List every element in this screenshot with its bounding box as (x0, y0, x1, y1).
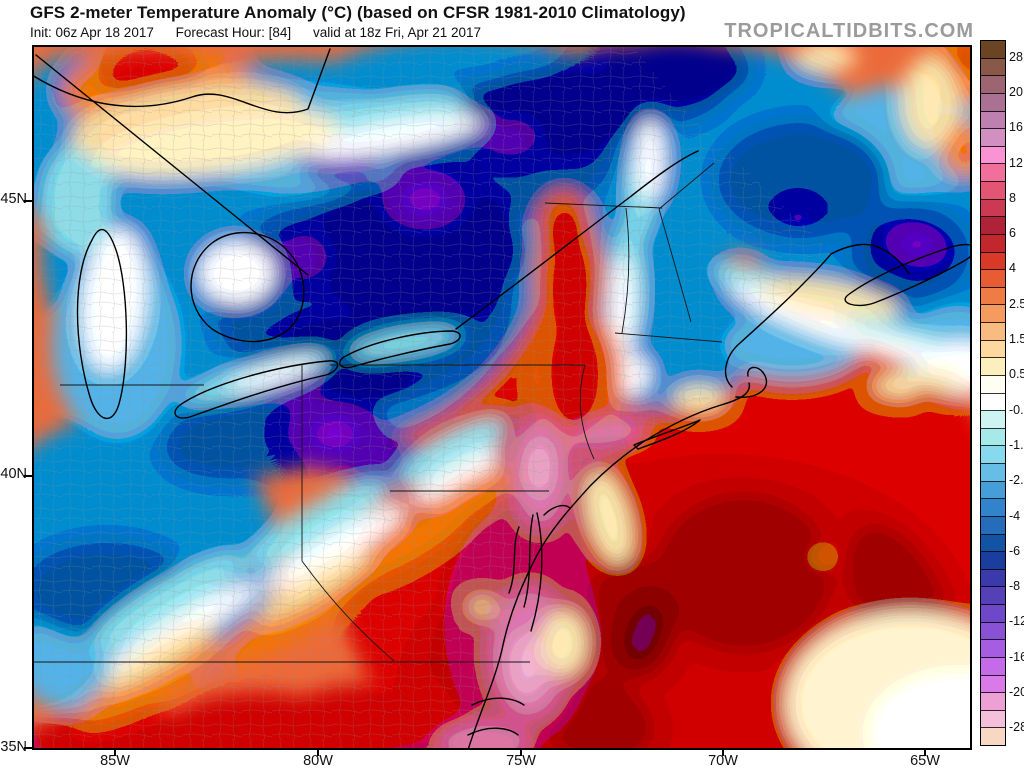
colorbar-cell (981, 552, 1005, 570)
lon-tick (924, 750, 926, 756)
colorbar-cell (981, 499, 1005, 517)
colorbar-cell (981, 675, 1005, 694)
colorbar-tick-label: -6 (1009, 543, 1021, 558)
colorbar-tick-label: 8 (1009, 190, 1016, 205)
colorbar-tick-label: -0.5 (1009, 402, 1024, 417)
colorbar-cell (981, 305, 1005, 323)
colorbar-tick-label: 12 (1009, 155, 1023, 170)
state-borders (32, 162, 723, 663)
lat-tick (24, 747, 32, 749)
colorbar-tick-label: 28 (1009, 49, 1023, 64)
lon-label: 85W (100, 753, 130, 769)
colorbar-tick-label: -1.5 (1009, 437, 1024, 452)
run-info: Init: 06z Apr 18 2017 Forecast Hour: [84… (30, 25, 499, 40)
colorbar-cell (981, 252, 1005, 271)
lat-tick (24, 475, 32, 477)
lat-label: 35N (0, 739, 27, 755)
county-lines-texture (32, 45, 832, 750)
colorbar-tick-label: 2.5 (1009, 296, 1024, 311)
colorbar (980, 40, 1006, 746)
colorbar-tick-label: -4 (1009, 508, 1021, 523)
lon-tick (520, 750, 522, 756)
colorbar-cell (981, 199, 1005, 218)
colorbar-tick-label: -28 (1009, 720, 1024, 735)
colorbar-tick-label: 1.5 (1009, 332, 1024, 347)
colorbar-cell (981, 76, 1005, 94)
colorbar-cell (981, 270, 1005, 288)
lon-tick (722, 750, 724, 756)
page-title: GFS 2-meter Temperature Anomaly (°C) (ba… (30, 3, 686, 22)
colorbar-cell (981, 569, 1005, 588)
init-time: Init: 06z Apr 18 2017 (30, 25, 154, 40)
colorbar-cell (981, 340, 1005, 359)
colorbar-tick-label: -20 (1009, 685, 1024, 700)
colorbar-cell (981, 587, 1005, 605)
colorbar-cell (981, 217, 1005, 235)
colorbar-cell (981, 622, 1005, 641)
colorbar-cell (981, 358, 1005, 376)
colorbar-cell (981, 710, 1005, 729)
lon-tick (114, 750, 116, 756)
valid-time: valid at 18z Fri, Apr 21 2017 (312, 25, 482, 40)
colorbar-cell (981, 323, 1005, 341)
colorbar-cell (981, 182, 1005, 200)
colorbar-cell (981, 657, 1005, 676)
colorbar-cell (981, 393, 1005, 412)
anomaly-map (32, 45, 972, 750)
colorbar-cell (981, 534, 1005, 553)
lon-label: 80W (303, 753, 333, 769)
colorbar-cell (981, 234, 1005, 253)
lon-tick (317, 750, 319, 756)
colorbar-tick-label: 0.5 (1009, 367, 1024, 382)
colorbar-cell (981, 287, 1005, 306)
colorbar-tick-label: 6 (1009, 226, 1016, 241)
colorbar-cell (981, 111, 1005, 130)
colorbar-tick-label: 4 (1009, 261, 1016, 276)
colorbar-cell (981, 464, 1005, 482)
colorbar-tick-label: -16 (1009, 649, 1024, 664)
colorbar-tick-label: 16 (1009, 120, 1023, 135)
colorbar-cell (981, 58, 1005, 77)
colorbar-cell (981, 129, 1005, 147)
colorbar-cell (981, 446, 1005, 464)
colorbar-tick-label: -2.5 (1009, 473, 1024, 488)
colorbar-cell (981, 146, 1005, 165)
forecast-hour: Forecast Hour: [84] (175, 25, 292, 40)
lon-label: 75W (506, 753, 536, 769)
lon-label: 65W (910, 753, 940, 769)
map-frame (32, 45, 972, 750)
colorbar-cell (981, 693, 1005, 711)
colorbar-cell (981, 164, 1005, 182)
lon-label: 70W (708, 753, 738, 769)
colorbar-tick-label: 20 (1009, 84, 1023, 99)
colorbar-tick-label: -12 (1009, 614, 1024, 629)
tropicaltidbits-watermark: TROPICALTIDBITS.COM (724, 20, 974, 42)
colorbar-cell (981, 605, 1005, 623)
colorbar-cell (981, 481, 1005, 500)
lat-label: 40N (0, 466, 27, 482)
colorbar-cell (981, 375, 1005, 394)
coastlines (32, 48, 972, 750)
lat-label: 45N (0, 191, 27, 207)
colorbar-cell (981, 41, 1005, 59)
lat-tick (24, 200, 32, 202)
colorbar-tick-label: -8 (1009, 579, 1021, 594)
colorbar-cell (981, 640, 1005, 658)
colorbar-cell (981, 428, 1005, 447)
colorbar-cell (981, 728, 1005, 745)
colorbar-cell (981, 93, 1005, 112)
colorbar-cell (981, 411, 1005, 429)
colorbar-cell (981, 516, 1005, 535)
